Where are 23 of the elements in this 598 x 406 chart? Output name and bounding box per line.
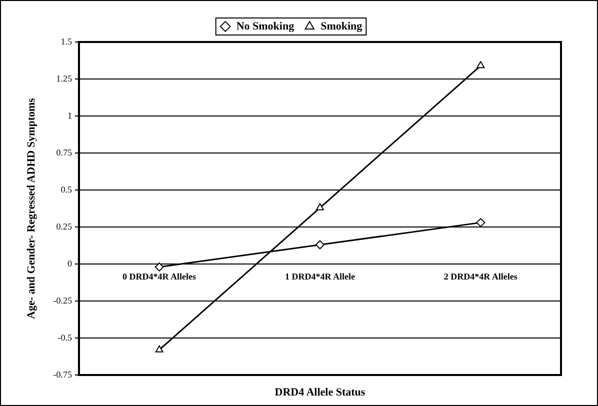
y-tick-label: -0.75 (53, 369, 72, 380)
y-tick-label: -0.25 (53, 295, 72, 306)
point (315, 240, 324, 250)
y-tick-label: 1 (67, 110, 72, 120)
y-tick-label: 1.25 (56, 73, 72, 84)
y-axis-title: Age- and Gender- Regressed ADHD Symptoms (25, 97, 38, 319)
legend-label: Smoking (320, 20, 363, 32)
y-tick-label: 1.5 (60, 36, 72, 46)
x-tick-label: 0 DRD4*4R Alleles (122, 272, 197, 282)
y-tick-label: 0.25 (56, 221, 72, 232)
y-tick-label: 0 (67, 258, 72, 268)
y-tick-label: 0.5 (60, 184, 72, 194)
x-axis-title: DRD4 Allele Status (274, 386, 366, 398)
point (476, 218, 486, 228)
point (155, 345, 164, 352)
point (316, 203, 324, 210)
x-tick-label: 2 DRD4*4R Alleles (444, 272, 518, 282)
legend-label: No Smoking (236, 20, 295, 32)
point (476, 61, 485, 68)
y-tick-label: 0.75 (56, 147, 72, 158)
y-tick-label: -0.5 (58, 332, 72, 342)
point (154, 262, 164, 272)
x-tick-label: 1 DRD4*4R Allele (284, 272, 355, 282)
